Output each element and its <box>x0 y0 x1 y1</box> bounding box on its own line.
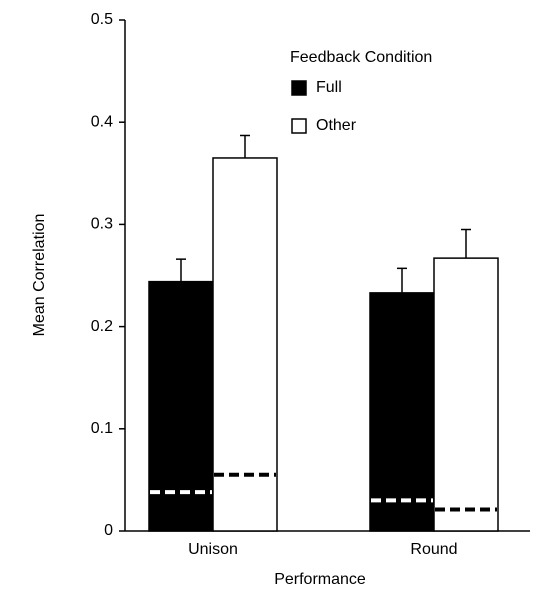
y-tick-label: 0.4 <box>91 113 113 130</box>
legend-title: Feedback Condition <box>290 49 432 66</box>
bar <box>212 157 278 532</box>
legend-label: Full <box>316 79 342 96</box>
y-tick-label: 0.3 <box>91 216 113 233</box>
y-tick-label: 0.5 <box>91 11 113 28</box>
y-tick-label: 0.1 <box>91 420 113 437</box>
x-tick-label: Unison <box>188 541 238 558</box>
legend-swatch <box>291 118 307 134</box>
x-tick-label: Round <box>410 541 457 558</box>
y-tick-label: 0.2 <box>91 318 113 335</box>
legend-label: Other <box>316 117 357 134</box>
bar <box>369 292 435 532</box>
bar <box>433 257 499 532</box>
legend-swatch <box>291 80 307 96</box>
y-tick-label: 0 <box>104 522 113 539</box>
y-axis-label: Mean Correlation <box>31 214 48 337</box>
x-axis-label: Performance <box>274 571 366 588</box>
